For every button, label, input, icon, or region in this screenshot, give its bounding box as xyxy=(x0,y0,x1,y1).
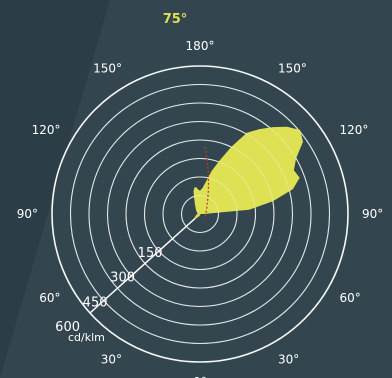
grid-ring xyxy=(125,139,275,289)
grid-ring-overlay xyxy=(88,102,312,326)
angle-label: 150° xyxy=(93,62,122,76)
grid-ring xyxy=(88,102,312,326)
angle-label: 120° xyxy=(32,123,61,137)
angle-label: 180° xyxy=(186,39,215,53)
grid-ring-overlay xyxy=(125,139,275,289)
angle-label: 90° xyxy=(362,207,383,221)
angle-label: 90° xyxy=(17,207,38,221)
angle-label: 150° xyxy=(278,62,307,76)
radial-tick-label: 450 xyxy=(83,295,108,310)
grid-ring xyxy=(69,83,331,345)
polar-grid xyxy=(51,65,349,363)
grid-ring xyxy=(51,65,349,363)
grid-ring-overlay xyxy=(162,176,238,252)
grid-ring-overlay xyxy=(144,158,256,270)
grid-ring-overlay xyxy=(70,84,330,344)
angle-label: 60° xyxy=(39,291,60,305)
curve-cutoff-line xyxy=(204,146,210,219)
grid-ring xyxy=(106,120,294,308)
intensity-curve xyxy=(193,126,303,220)
radial-tick-label: 150 xyxy=(138,246,163,261)
grid-ring-overlay xyxy=(107,121,293,307)
radial-axis-line xyxy=(89,213,201,314)
intensity-curve-layer xyxy=(51,65,349,363)
angle-label: 30° xyxy=(101,353,122,367)
radial-tick-label: 600 xyxy=(55,320,80,335)
chart-title: 75° xyxy=(163,12,188,27)
angle-label: 0° xyxy=(193,375,207,378)
grid-ring xyxy=(143,157,257,271)
grid-ring-overlay xyxy=(181,195,219,233)
grid-ring xyxy=(162,176,238,252)
radial-tick-label: 300 xyxy=(110,271,135,286)
angle-label: 30° xyxy=(278,353,299,367)
angle-label: 60° xyxy=(340,291,361,305)
unit-label: cd/klm xyxy=(68,331,105,344)
angle-labels: 180° 150° 150° 120° 120° 90° 90° 60° 60° 30° 30° 0° xyxy=(17,39,384,378)
grid-ring-overlay xyxy=(51,65,349,363)
angle-label: 120° xyxy=(340,123,369,137)
